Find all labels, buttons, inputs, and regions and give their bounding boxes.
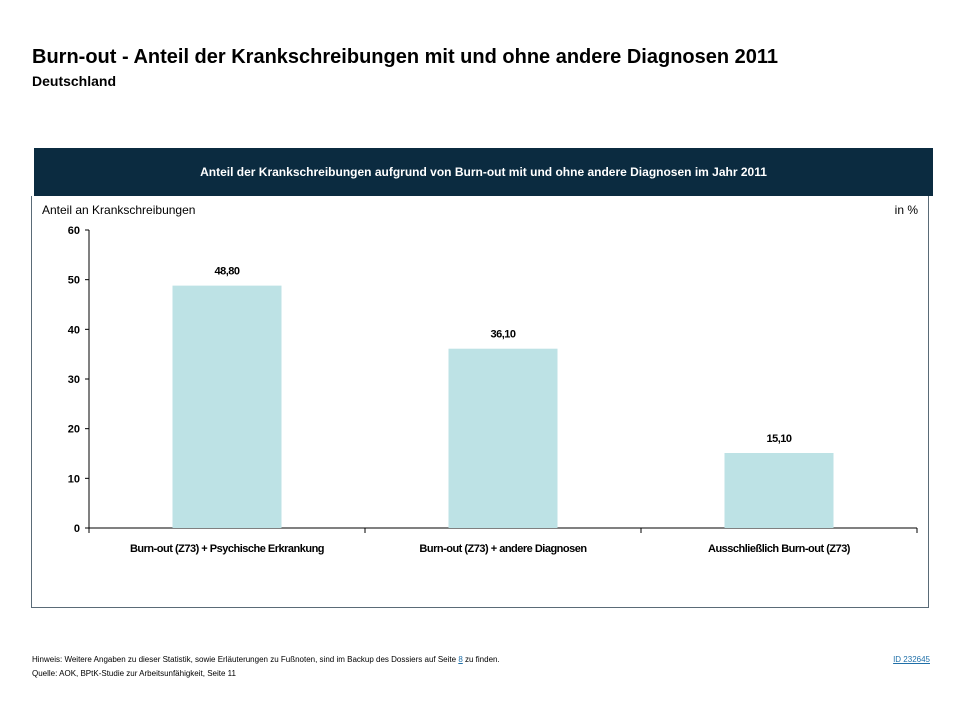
chart-header: Anteil der Krankschreibungen aufgrund vo… [34,148,933,196]
x-tick-label: Burn-out (Z73) + andere Diagnosen [419,543,587,555]
y-tick-label: 10 [68,473,80,485]
footer-note-text: Hinweis: Weitere Angaben zu dieser Stati… [32,655,457,664]
x-tick-label: Burn-out (Z73) + Psychische Erkrankung [130,543,324,555]
footer-source: Quelle: AOK, BPtK-Studie zur Arbeitsunfä… [32,669,236,678]
unit-label: in % [895,203,919,217]
y-tick-label: 30 [68,374,80,386]
y-tick-label: 0 [74,523,80,535]
chart-header-title: Anteil der Krankschreibungen aufgrund vo… [200,165,767,179]
y-tick-label: 20 [68,424,80,436]
data-label: 15,10 [766,433,791,445]
bar [172,285,282,528]
footer-page-link[interactable]: 8 [458,655,463,664]
data-label: 36,10 [490,329,515,341]
footer-note: Hinweis: Weitere Angaben zu dieser Stati… [32,655,500,664]
bar [724,453,834,528]
data-label: 48,80 [214,266,239,278]
y-tick-label: 40 [68,324,80,336]
bar [448,348,558,528]
bar-chart: Anteil an Krankschreibungen in % 0 10 20 30 40… [42,203,919,555]
footer-note-text-end: zu finden. [465,655,500,664]
statistic-id-link[interactable]: ID 232645 [893,655,930,664]
y-tick-label: 60 [68,225,80,237]
y-axis-label: Anteil an Krankschreibungen [42,203,195,217]
page-subtitle: Deutschland [32,73,117,89]
x-tick-label: Ausschließlich Burn-out (Z73) [708,543,851,555]
chart-frame: Anteil an Krankschreibungen in % 0 10 20 30 40… [31,196,929,608]
page-title: Burn-out - Anteil der Krankschreibungen … [32,46,779,68]
y-tick-label: 50 [68,275,80,287]
